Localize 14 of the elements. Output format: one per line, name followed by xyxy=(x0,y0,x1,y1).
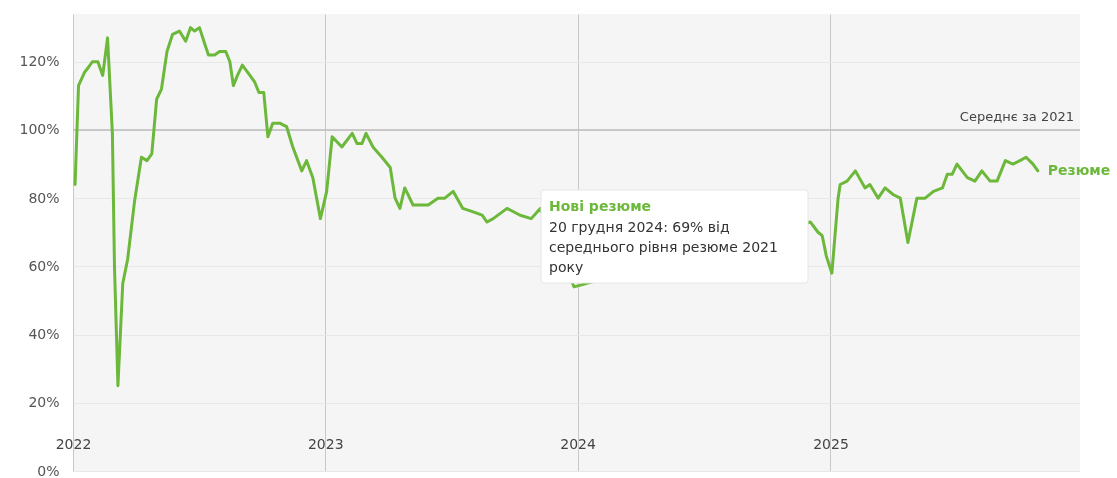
x-tick-label: 2022 xyxy=(55,435,92,452)
ref-line-label: Середнє за 2021 xyxy=(959,108,1074,124)
x-tick-label: 2025 xyxy=(813,435,849,452)
x-tick-label: 2023 xyxy=(307,435,344,452)
y-tick-label: 120% xyxy=(19,53,60,70)
y-tick-label: 40% xyxy=(28,326,60,343)
y-tick-label: 0% xyxy=(37,462,60,478)
x-tick-label: 2024 xyxy=(560,435,596,452)
series-label: Резюме xyxy=(1047,161,1111,178)
y-tick-label: 60% xyxy=(28,257,60,274)
y-tick-label: 20% xyxy=(28,394,60,411)
y-tick-label: 100% xyxy=(19,121,60,138)
y-tick-label: 80% xyxy=(28,189,60,206)
annotation: Нові резюме 20 грудня 2024: 69% від середнього рівня резюме 2021 року xyxy=(549,198,778,275)
